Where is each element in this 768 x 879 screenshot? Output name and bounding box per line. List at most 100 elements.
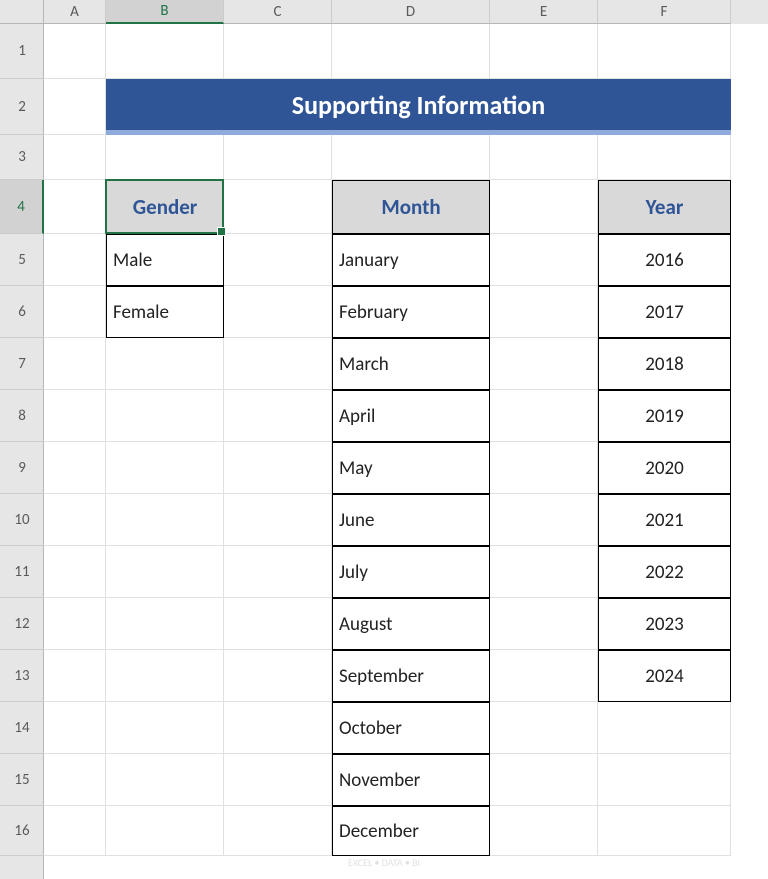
cell-B16[interactable] [106, 806, 224, 856]
cell-A9[interactable] [44, 442, 106, 494]
cell-F3[interactable] [598, 135, 731, 180]
row-header-2[interactable]: 2 [0, 79, 44, 135]
cell-E6[interactable] [490, 286, 598, 338]
gender-header[interactable]: Gender [106, 180, 224, 234]
year-cell-3[interactable]: 2019 [598, 390, 731, 442]
cell-C1[interactable] [224, 24, 332, 79]
row-header-12[interactable]: 12 [0, 598, 44, 650]
year-cell-5[interactable]: 2021 [598, 494, 731, 546]
cell-C10[interactable] [224, 494, 332, 546]
month-cell-5[interactable]: June [332, 494, 490, 546]
year-cell-8[interactable]: 2024 [598, 650, 731, 702]
cell-B9[interactable] [106, 442, 224, 494]
row-header-5[interactable]: 5 [0, 234, 44, 286]
month-cell-10[interactable]: November [332, 754, 490, 806]
cell-A8[interactable] [44, 390, 106, 442]
year-cell-1[interactable]: 2017 [598, 286, 731, 338]
gender-cell-1[interactable]: Female [106, 286, 224, 338]
cell-A16[interactable] [44, 806, 106, 856]
cell-B3[interactable] [106, 135, 224, 180]
cell-A11[interactable] [44, 546, 106, 598]
row-header-13[interactable]: 13 [0, 650, 44, 702]
cell-B15[interactable] [106, 754, 224, 806]
row-header-8[interactable]: 8 [0, 390, 44, 442]
month-cell-4[interactable]: May [332, 442, 490, 494]
cell-C8[interactable] [224, 390, 332, 442]
column-header-A[interactable]: A [44, 0, 106, 24]
row-header-6[interactable]: 6 [0, 286, 44, 338]
cell-C15[interactable] [224, 754, 332, 806]
cell-A6[interactable] [44, 286, 106, 338]
row-header-16[interactable]: 16 [0, 806, 44, 856]
month-cell-3[interactable]: April [332, 390, 490, 442]
month-cell-8[interactable]: September [332, 650, 490, 702]
cells-area[interactable]: Supporting InformationGenderMaleFemaleMo… [44, 24, 768, 879]
cell-B12[interactable] [106, 598, 224, 650]
column-header-E[interactable]: E [490, 0, 598, 24]
row-header-4[interactable]: 4 [0, 180, 44, 234]
row-header-1[interactable]: 1 [0, 24, 44, 79]
cell-C3[interactable] [224, 135, 332, 180]
cell-E4[interactable] [490, 180, 598, 234]
year-cell-0[interactable]: 2016 [598, 234, 731, 286]
month-cell-0[interactable]: January [332, 234, 490, 286]
month-header[interactable]: Month [332, 180, 490, 234]
month-cell-9[interactable]: October [332, 702, 490, 754]
cell-C4[interactable] [224, 180, 332, 234]
select-all-corner[interactable] [0, 0, 44, 24]
cell-C7[interactable] [224, 338, 332, 390]
cell-E7[interactable] [490, 338, 598, 390]
cell-E8[interactable] [490, 390, 598, 442]
cell-B11[interactable] [106, 546, 224, 598]
row-header-14[interactable]: 14 [0, 702, 44, 754]
cell-A7[interactable] [44, 338, 106, 390]
column-header-C[interactable]: C [224, 0, 332, 24]
cell-E12[interactable] [490, 598, 598, 650]
row-header-9[interactable]: 9 [0, 442, 44, 494]
cell-C13[interactable] [224, 650, 332, 702]
cell-A4[interactable] [44, 180, 106, 234]
cell-E10[interactable] [490, 494, 598, 546]
cell-C12[interactable] [224, 598, 332, 650]
cell-F1[interactable] [598, 24, 731, 79]
cell-E16[interactable] [490, 806, 598, 856]
cell-D1[interactable] [332, 24, 490, 79]
row-header-10[interactable]: 10 [0, 494, 44, 546]
cell-B13[interactable] [106, 650, 224, 702]
cell-A15[interactable] [44, 754, 106, 806]
cell-B10[interactable] [106, 494, 224, 546]
cell-A10[interactable] [44, 494, 106, 546]
cell-C9[interactable] [224, 442, 332, 494]
cell-C16[interactable] [224, 806, 332, 856]
month-cell-11[interactable]: December [332, 806, 490, 856]
cell-F15[interactable] [598, 754, 731, 806]
year-cell-6[interactable]: 2022 [598, 546, 731, 598]
column-header-D[interactable]: D [332, 0, 490, 24]
row-header-11[interactable]: 11 [0, 546, 44, 598]
year-header[interactable]: Year [598, 180, 731, 234]
cell-B8[interactable] [106, 390, 224, 442]
month-cell-1[interactable]: February [332, 286, 490, 338]
cell-E14[interactable] [490, 702, 598, 754]
cell-D3[interactable] [332, 135, 490, 180]
column-header-B[interactable]: B [106, 0, 224, 24]
year-cell-4[interactable]: 2020 [598, 442, 731, 494]
cell-C6[interactable] [224, 286, 332, 338]
row-header-15[interactable]: 15 [0, 754, 44, 806]
cell-A3[interactable] [44, 135, 106, 180]
cell-E13[interactable] [490, 650, 598, 702]
row-header-7[interactable]: 7 [0, 338, 44, 390]
cell-F14[interactable] [598, 702, 731, 754]
cell-E3[interactable] [490, 135, 598, 180]
cell-A5[interactable] [44, 234, 106, 286]
cell-A1[interactable] [44, 24, 106, 79]
year-cell-7[interactable]: 2023 [598, 598, 731, 650]
column-header-F[interactable]: F [598, 0, 731, 24]
cell-B14[interactable] [106, 702, 224, 754]
cell-A14[interactable] [44, 702, 106, 754]
month-cell-2[interactable]: March [332, 338, 490, 390]
cell-A12[interactable] [44, 598, 106, 650]
cell-E15[interactable] [490, 754, 598, 806]
cell-A13[interactable] [44, 650, 106, 702]
cell-E5[interactable] [490, 234, 598, 286]
